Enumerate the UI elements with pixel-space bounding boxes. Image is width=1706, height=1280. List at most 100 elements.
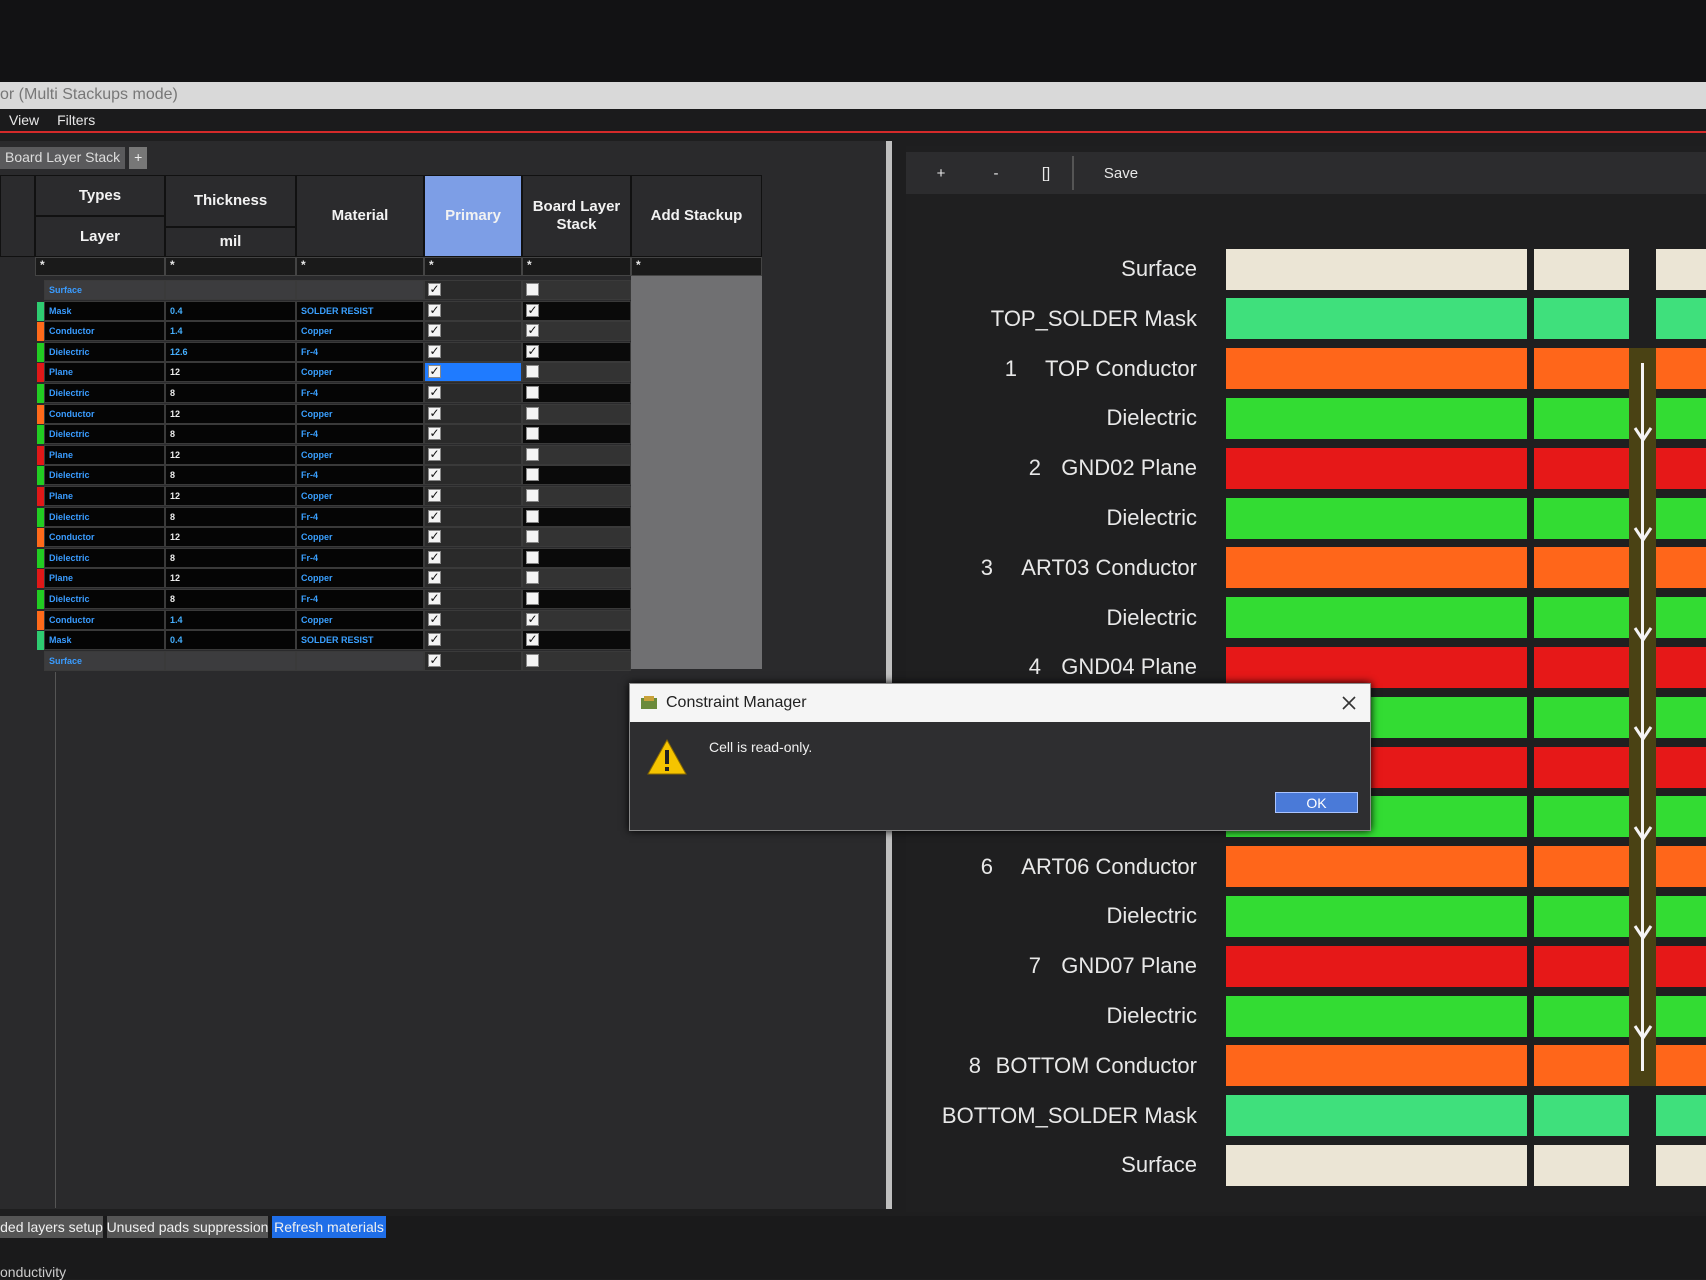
primary-checkbox[interactable]: ✓ xyxy=(428,652,441,667)
primary-checkbox[interactable]: ✓ xyxy=(428,467,441,482)
board-checkbox[interactable] xyxy=(526,530,539,544)
table-lower-left xyxy=(0,672,56,1208)
primary-checkbox[interactable]: ✓ xyxy=(428,323,441,338)
toolbar-button[interactable]: + xyxy=(936,164,946,182)
board-checkbox[interactable] xyxy=(526,489,539,502)
header-thickness: Thickness xyxy=(165,175,296,227)
layer-bar xyxy=(1226,995,1527,1037)
layer-bar xyxy=(1534,746,1629,788)
header-primary[interactable]: Primary xyxy=(424,175,522,257)
type-stripe xyxy=(37,528,44,548)
thickness-cell: 1.4 xyxy=(165,321,296,342)
layer-label: Dielectric xyxy=(1106,1003,1197,1028)
primary-checkbox[interactable]: ✓ xyxy=(428,343,441,358)
layer-bar xyxy=(1534,547,1629,589)
thickness-cell xyxy=(165,280,296,300)
bottom-button[interactable]: Refresh materials xyxy=(272,1216,386,1238)
board-checkbox[interactable]: ✓ xyxy=(526,632,539,647)
primary-checkbox[interactable]: ✓ xyxy=(428,405,441,420)
board-checkbox[interactable]: ✓ xyxy=(526,343,539,358)
menu-item[interactable]: View xyxy=(9,112,40,128)
board-checkbox[interactable] xyxy=(526,468,539,482)
layer-bar xyxy=(1656,397,1706,439)
type-stripe xyxy=(37,631,44,651)
layer-bar xyxy=(1656,646,1706,688)
toolbar-button[interactable]: - xyxy=(993,164,999,182)
board-cell xyxy=(522,444,631,465)
board-checkbox[interactable] xyxy=(526,592,539,605)
title-bar: or (Multi Stackups mode) xyxy=(0,82,1706,109)
layer-bar xyxy=(1534,298,1629,340)
board-checkbox[interactable] xyxy=(526,406,539,420)
primary-cell xyxy=(424,444,522,465)
layer-cell: Dielectric xyxy=(44,424,165,445)
type-stripe xyxy=(37,507,44,527)
header-board[interactable]: Board Layer Stack xyxy=(522,175,631,257)
menu-item[interactable]: Filters xyxy=(57,112,96,128)
bottom-button[interactable]: ded layers setup xyxy=(0,1216,103,1238)
primary-checkbox[interactable]: ✓ xyxy=(428,632,441,647)
close-button[interactable] xyxy=(1341,695,1357,711)
bottom-button[interactable]: Unused pads suppression xyxy=(107,1216,268,1238)
material-cell xyxy=(296,280,424,300)
layer-bar xyxy=(1226,397,1527,439)
board-checkbox[interactable]: ✓ xyxy=(526,611,539,626)
toolbar-button[interactable]: Save xyxy=(1103,164,1139,182)
primary-checkbox[interactable]: ✓ xyxy=(428,549,441,564)
primary-checkbox[interactable]: ✓ xyxy=(428,570,441,585)
header-material[interactable]: Material xyxy=(296,175,424,257)
board-checkbox[interactable] xyxy=(526,509,539,523)
layer-label: Dielectric xyxy=(1106,903,1197,929)
board-checkbox[interactable]: ✓ xyxy=(526,323,539,338)
primary-checkbox[interactable]: ✓ xyxy=(428,302,441,317)
filter-cell[interactable]: * xyxy=(165,257,296,276)
layer-label: BOTTOM Conductor xyxy=(995,1052,1197,1078)
board-checkbox[interactable]: ✓ xyxy=(526,302,539,317)
primary-checkbox[interactable]: ✓ xyxy=(428,488,441,502)
filter-cell[interactable]: * xyxy=(424,257,522,276)
filter-cell[interactable]: * xyxy=(522,257,631,276)
filter-cell[interactable]: * xyxy=(631,257,762,276)
header-add[interactable]: Add Stackup xyxy=(631,175,762,257)
type-stripe xyxy=(37,363,44,383)
ok-button[interactable]: OK xyxy=(1275,792,1358,813)
toolbar: + - [] Save xyxy=(906,152,1706,194)
layer-bar xyxy=(1534,248,1629,290)
tab[interactable]: Board Layer Stack xyxy=(0,147,126,169)
tab[interactable]: + xyxy=(129,147,148,169)
primary-checkbox[interactable]: ✓ xyxy=(428,364,441,379)
primary-cell xyxy=(424,341,522,362)
board-checkbox[interactable] xyxy=(526,427,539,441)
layer-bar xyxy=(1656,746,1706,788)
board-cell xyxy=(522,568,631,589)
filter-cell[interactable]: * xyxy=(35,257,165,276)
filter-cell[interactable]: * xyxy=(296,257,424,276)
type-stripe xyxy=(37,342,44,362)
layer-bar xyxy=(1656,1095,1706,1137)
primary-checkbox[interactable]: ✓ xyxy=(428,529,441,544)
primary-checkbox[interactable]: ✓ xyxy=(428,611,441,626)
board-checkbox[interactable] xyxy=(526,550,539,564)
layer-cell: Conductor xyxy=(44,321,165,342)
board-cell xyxy=(522,589,631,609)
board-checkbox[interactable] xyxy=(526,386,539,399)
layer-label: BOTTOM_SOLDER Mask xyxy=(941,1102,1197,1128)
layer-label: ART03 Conductor xyxy=(1021,554,1197,580)
layer-bar xyxy=(1534,597,1629,639)
board-checkbox[interactable] xyxy=(526,447,539,461)
primary-checkbox[interactable]: ✓ xyxy=(428,508,441,523)
board-checkbox[interactable] xyxy=(526,653,539,667)
primary-checkbox[interactable]: ✓ xyxy=(428,282,441,296)
primary-checkbox[interactable]: ✓ xyxy=(428,446,441,461)
board-checkbox[interactable] xyxy=(526,283,539,296)
board-checkbox[interactable] xyxy=(526,571,539,585)
toolbar-button[interactable]: [] xyxy=(1041,164,1051,182)
primary-checkbox[interactable]: ✓ xyxy=(428,385,441,399)
board-checkbox[interactable] xyxy=(526,365,539,379)
primary-checkbox[interactable]: ✓ xyxy=(428,426,441,441)
layer-bar xyxy=(1534,348,1629,390)
toolbar-separator xyxy=(1072,156,1074,190)
via-arrow xyxy=(1633,527,1653,542)
layer-bar xyxy=(1534,1144,1629,1186)
primary-checkbox[interactable]: ✓ xyxy=(428,591,441,605)
